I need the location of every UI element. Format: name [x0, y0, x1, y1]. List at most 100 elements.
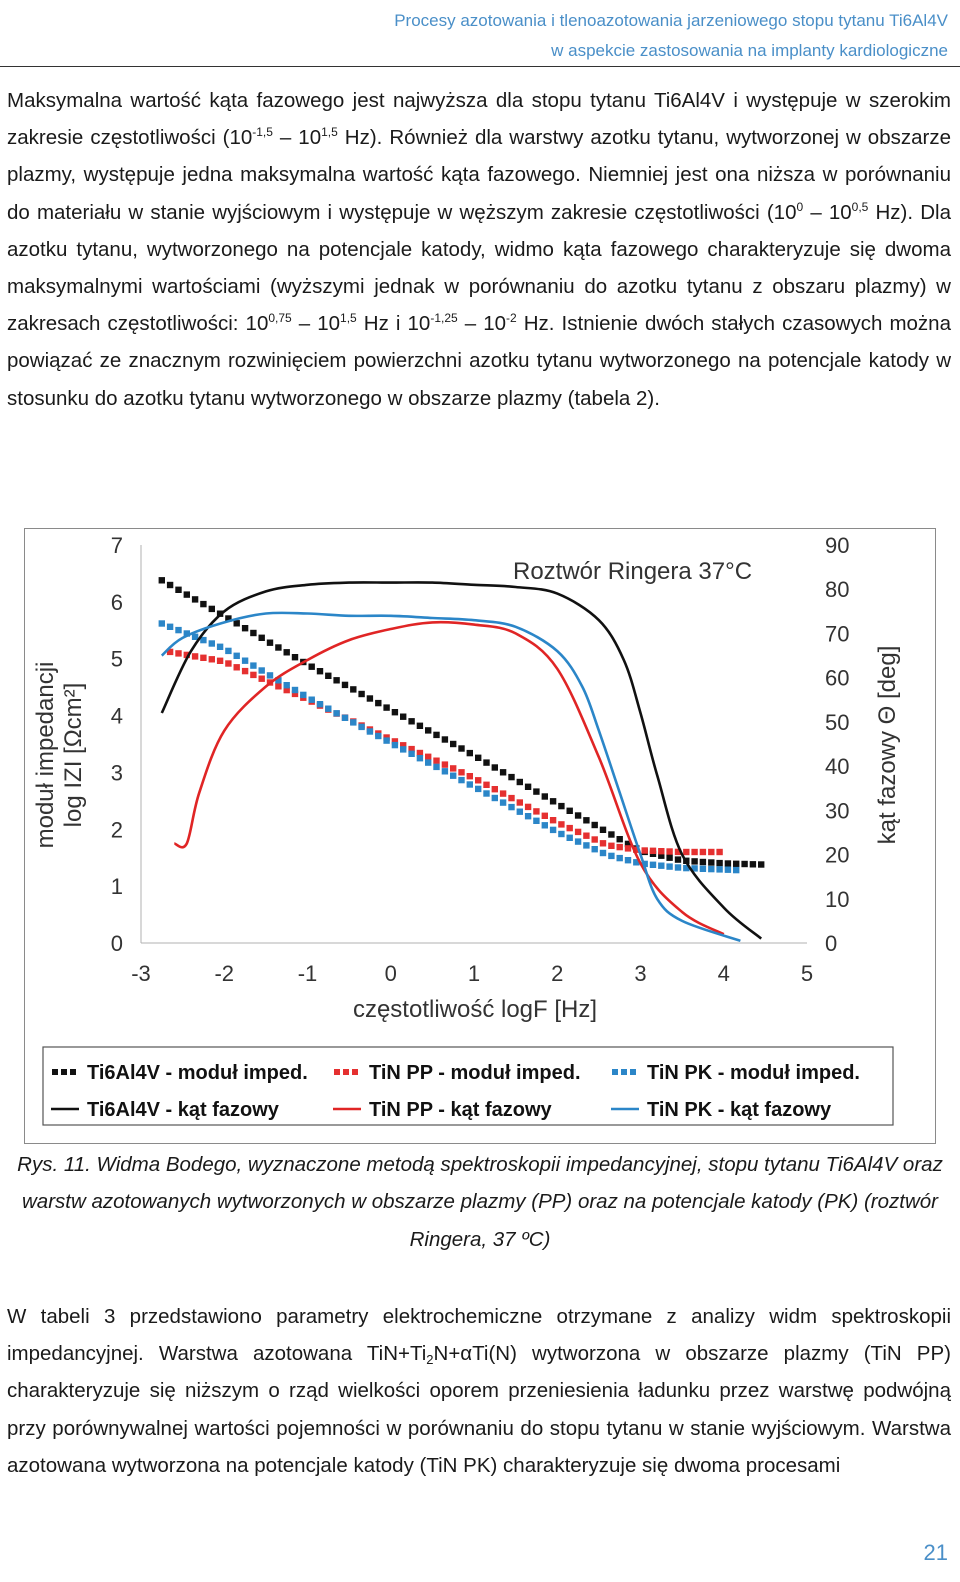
series-2-marker: [258, 667, 265, 674]
series-1-marker: [241, 667, 249, 675]
series-1-marker: [549, 817, 557, 824]
series-2-marker: [691, 865, 698, 872]
series-0-marker: [458, 745, 465, 752]
y-left-axis-label-line2: log IZI [Ωcm²]: [60, 683, 87, 828]
series-2-marker: [541, 822, 548, 829]
y-left-tick-label: 1: [111, 874, 123, 899]
series-1-marker: [691, 848, 698, 856]
series-2-marker: [350, 719, 357, 726]
series-2-marker: [191, 633, 199, 640]
series-1-marker: [499, 790, 507, 797]
series-1-marker: [433, 757, 440, 764]
series-2-marker: [666, 863, 673, 870]
series-2-marker: [524, 813, 532, 820]
series-0-marker: [549, 798, 557, 805]
series-1-marker: [708, 848, 715, 856]
series-0-marker: [200, 600, 207, 608]
series-1-marker: [533, 808, 540, 815]
series-0-marker: [416, 722, 424, 729]
legend-label: TiN PK - kąt fazowy: [647, 1099, 832, 1121]
series-2-marker: [683, 864, 690, 872]
series-0: [158, 577, 765, 868]
series-1-marker: [483, 781, 490, 788]
series-1-marker: [683, 848, 690, 856]
series-1-marker: [450, 765, 457, 772]
series-2-marker: [583, 842, 590, 849]
series-0-marker: [358, 690, 365, 698]
series-0-marker: [708, 859, 715, 866]
series-1-marker: [491, 786, 498, 793]
y-left-tick-label: 2: [111, 817, 123, 842]
series-0-marker: [724, 860, 732, 867]
series-2-marker: [416, 755, 424, 762]
series-1-marker: [608, 842, 615, 849]
series-0-marker: [166, 581, 174, 589]
series-0-marker: [541, 793, 548, 800]
series-3: [160, 581, 763, 940]
series-1-marker: [649, 847, 657, 854]
series-2-marker: [483, 790, 490, 797]
x-tick-label: -3: [131, 961, 151, 986]
series-2-marker: [699, 865, 707, 872]
y-right-tick-label: 30: [825, 798, 849, 823]
series-2-marker: [241, 657, 249, 664]
series-2-marker: [175, 626, 182, 634]
series-2: [158, 620, 740, 874]
series-0-marker: [475, 754, 482, 761]
series-2-marker: [599, 849, 607, 857]
legend-marker: [334, 1069, 340, 1075]
series-1-marker: [633, 846, 640, 853]
series-0-marker: [533, 788, 540, 795]
series-0-marker: [391, 709, 399, 716]
series-2-marker: [266, 672, 274, 679]
series-1-marker: [699, 848, 707, 856]
series-1-marker: [599, 840, 607, 847]
series-0-marker: [333, 677, 340, 684]
series-2-marker: [425, 759, 432, 766]
y-right-tick-label: 0: [825, 931, 837, 956]
series-2-marker: [450, 772, 457, 779]
series-2-marker: [200, 636, 207, 644]
series-2-marker: [499, 799, 507, 806]
legend-marker: [630, 1069, 636, 1075]
series-0-marker: [583, 817, 590, 824]
series-2-marker: [716, 866, 723, 873]
series-0-marker: [283, 649, 290, 656]
series-2-marker: [400, 746, 407, 753]
series-0-marker: [308, 663, 315, 670]
legend-marker: [61, 1069, 67, 1075]
series-0-marker: [483, 759, 490, 766]
series-0-marker: [291, 654, 299, 661]
series-2-marker: [408, 750, 415, 757]
series-0-marker: [608, 831, 615, 838]
series-1-marker: [541, 812, 548, 819]
legend-label: TiN PP - kąt fazowy: [369, 1099, 553, 1121]
figure-caption: Rys. 11. Widma Bodego, wyznaczone metodą…: [17, 1153, 943, 1251]
series-0-marker: [674, 856, 682, 863]
x-axis-label: częstotliwość logF [Hz]: [353, 996, 597, 1023]
header-line-1: Procesy azotowania i tlenoazotowania jar…: [394, 11, 948, 30]
series-0-marker: [383, 704, 390, 711]
series-2-marker: [166, 623, 174, 630]
paragraph-2: W tabeli 3 przedstawiono parametry elekt…: [7, 1305, 951, 1477]
series-2-marker: [291, 686, 299, 694]
series-1-marker: [291, 690, 299, 698]
series-2-marker: [333, 710, 340, 717]
y-right-tick-label: 20: [825, 843, 849, 868]
series-0-marker: [524, 783, 532, 790]
series-2-marker: [183, 630, 190, 637]
page-number: 21: [923, 1540, 948, 1565]
series-1-marker: [233, 664, 240, 671]
series-1-marker: [524, 803, 532, 811]
series-2-marker: [366, 728, 374, 735]
series-0-marker: [591, 821, 598, 829]
y-left-tick-label: 6: [111, 590, 123, 615]
series-1-marker: [624, 845, 632, 852]
running-header: Procesy azotowania i tlenoazotowania jar…: [394, 6, 948, 66]
series-1-marker: [225, 660, 232, 667]
series-0-marker: [366, 695, 374, 702]
series-2-marker: [441, 768, 449, 775]
series-1-marker: [408, 745, 415, 753]
series-0-marker: [400, 713, 407, 720]
series-0-marker: [441, 736, 449, 743]
